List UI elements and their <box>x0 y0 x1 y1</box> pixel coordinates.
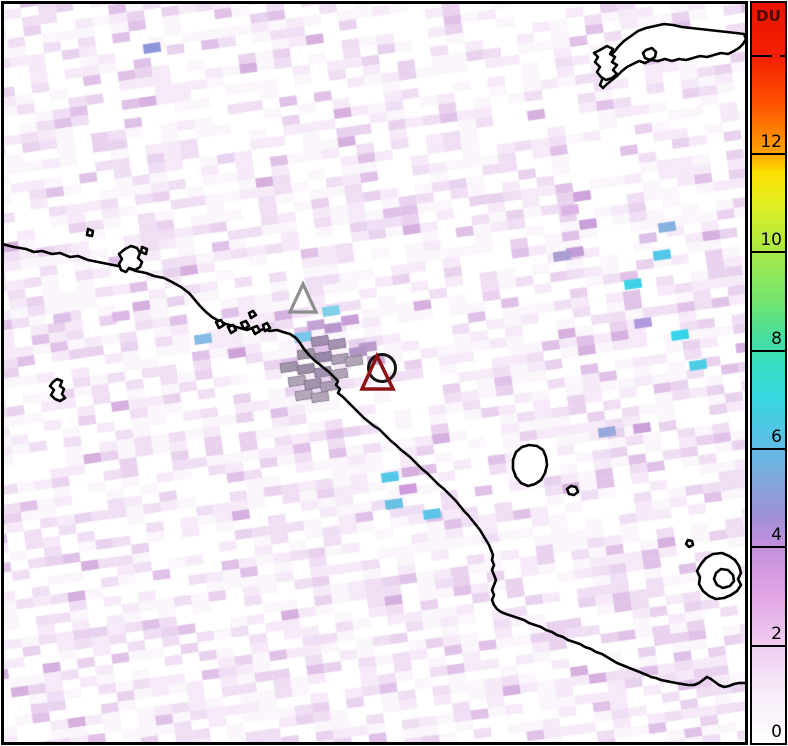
colorbar-tick-label: 10 <box>760 230 782 250</box>
colorbar-tick-label: 6 <box>771 427 782 447</box>
station-circle-marker <box>367 353 397 383</box>
islet <box>250 324 262 336</box>
islet <box>214 318 226 330</box>
colorbar: 12 10 8 6 4 2 0 DU <box>750 1 787 745</box>
colorbar-tick-label: 12 <box>760 132 782 152</box>
coastline <box>4 243 745 689</box>
crater-contour <box>712 567 736 590</box>
islet <box>239 319 251 331</box>
colorbar-tick-line <box>752 546 785 548</box>
map-panel <box>1 1 748 745</box>
colorbar-tick-line <box>780 55 785 57</box>
island <box>117 244 144 274</box>
islet <box>85 227 95 238</box>
islet <box>226 323 238 335</box>
colorbar-tick-line <box>752 448 785 450</box>
island <box>511 443 549 488</box>
colorbar-tick-line <box>752 645 785 647</box>
colorbar-tick-label: 4 <box>771 525 782 545</box>
red-triangle-marker <box>359 351 396 391</box>
islet <box>684 538 695 549</box>
island <box>48 377 67 403</box>
colorbar-tick-line <box>752 251 785 253</box>
colorbar-unit-label: DU <box>756 7 781 25</box>
pixel-field-canvas <box>4 4 745 742</box>
geography-overlay <box>4 22 745 689</box>
volcano-island <box>695 551 743 601</box>
island <box>592 44 619 82</box>
colorbar-tick-line <box>752 350 785 352</box>
colorbar-tick-label: 2 <box>771 624 782 644</box>
islet-ring <box>641 46 658 62</box>
islet <box>139 245 149 256</box>
islet <box>565 484 580 497</box>
islet <box>247 309 258 320</box>
colorbar-tick-line <box>752 55 773 57</box>
colorbar-tick-label: 0 <box>771 722 782 742</box>
colorbar-tick-line <box>752 153 785 155</box>
islet <box>261 321 272 333</box>
colorbar-tick-label: 8 <box>771 329 782 349</box>
island <box>598 22 745 90</box>
volcano-markers <box>287 280 397 391</box>
colorbar-gradient <box>752 3 785 743</box>
gray-triangle-marker <box>287 280 319 314</box>
